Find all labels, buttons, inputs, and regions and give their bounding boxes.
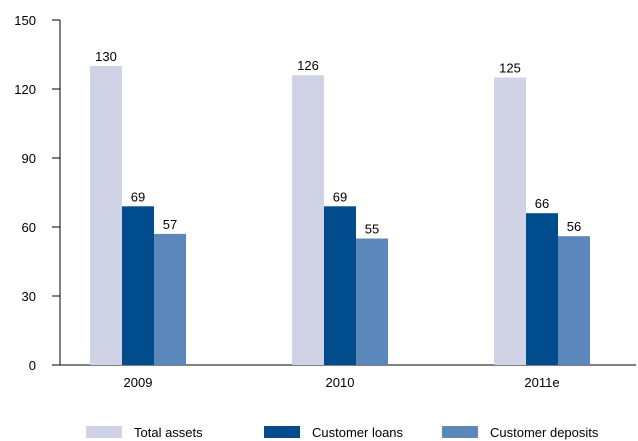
- data-label: 66: [535, 196, 549, 211]
- legend-item: Customer deposits: [442, 425, 599, 440]
- legend-label: Customer loans: [312, 425, 404, 440]
- y-tick-label: 60: [22, 220, 36, 235]
- bar: [122, 206, 154, 365]
- legend-swatch: [264, 426, 300, 438]
- bar: [292, 75, 324, 365]
- y-axis: 0 30 60 90 120 150: [14, 13, 61, 373]
- bar: [558, 236, 590, 365]
- bar: [324, 206, 356, 365]
- bars: [90, 66, 590, 365]
- x-tick-label: 2009: [124, 375, 153, 390]
- data-label: 126: [297, 58, 319, 73]
- bar: [356, 238, 388, 365]
- x-tick-label: 2010: [326, 375, 355, 390]
- x-axis: 2009 2010 2011e: [52, 364, 636, 390]
- bar: [90, 66, 122, 365]
- data-label: 125: [499, 61, 521, 76]
- y-tick-label: 30: [22, 289, 36, 304]
- data-label: 130: [95, 49, 117, 64]
- x-tick-label: 2011e: [524, 375, 559, 390]
- data-label: 56: [567, 219, 581, 234]
- legend-item: Customer loans: [264, 425, 404, 440]
- bar: [154, 233, 186, 365]
- legend-item: Total assets: [86, 425, 203, 440]
- bar: [526, 213, 558, 365]
- legend-label: Total assets: [134, 425, 203, 440]
- bar: [494, 77, 526, 365]
- y-tick-label: 90: [22, 151, 36, 166]
- data-labels: 130 69 57 126 69 55 125 66 56: [95, 49, 581, 237]
- legend-swatch: [86, 426, 122, 438]
- y-tick-label: 0: [29, 358, 36, 373]
- legend-label: Customer deposits: [490, 425, 599, 440]
- y-tick-label: 120: [14, 82, 36, 97]
- data-label: 69: [333, 189, 347, 204]
- legend: Total assets Customer loans Customer depos…: [86, 425, 599, 440]
- y-tick-label: 150: [14, 13, 36, 28]
- legend-swatch: [442, 426, 478, 438]
- data-label: 69: [131, 189, 145, 204]
- data-label: 55: [365, 222, 379, 237]
- data-label: 57: [163, 217, 177, 232]
